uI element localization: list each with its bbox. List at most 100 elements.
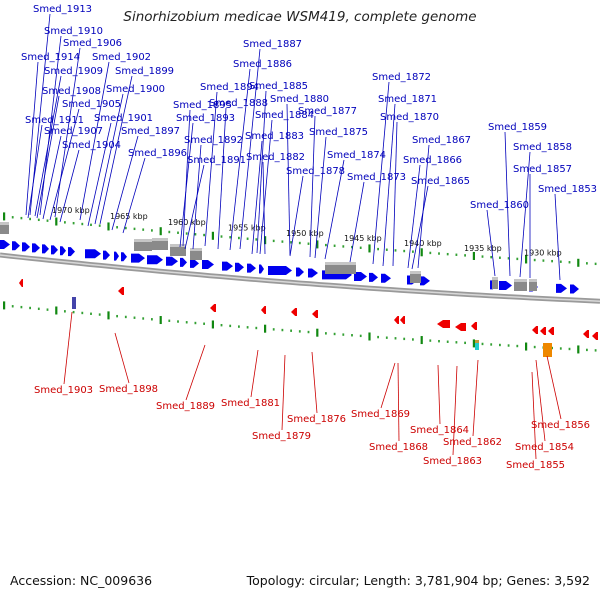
reverse-gene-label: Smed_1854 xyxy=(515,442,574,453)
scale-dot xyxy=(133,316,136,319)
reverse-gene-label: Smed_1855 xyxy=(506,460,565,471)
forward-label-leader xyxy=(372,81,390,265)
scale-major-tick xyxy=(55,217,58,226)
forward-gene-arrow xyxy=(202,260,214,270)
reverse-gene-label: Smed_1889 xyxy=(156,401,215,412)
forward-gene-label: Smed_1880 xyxy=(270,94,329,105)
forward-label-leader xyxy=(204,91,218,247)
gray-feature-highlight xyxy=(325,262,356,265)
scale-dot xyxy=(142,228,145,231)
gray-feature-highlight xyxy=(134,239,152,242)
forward-gene-label: Smed_1858 xyxy=(513,142,572,153)
forward-gene-label: Smed_1901 xyxy=(94,113,153,124)
scale-major-tick xyxy=(420,336,423,345)
scale-dot xyxy=(446,340,449,343)
scale-dot xyxy=(177,320,179,323)
scale-dot xyxy=(290,241,292,244)
rna-feature-mark xyxy=(72,297,76,309)
scale-dot xyxy=(255,238,258,241)
forward-label-leader xyxy=(417,144,430,269)
scale-dot xyxy=(238,325,240,328)
scale-dot xyxy=(81,222,84,226)
forward-gene-label: Smed_1907 xyxy=(44,126,103,137)
forward-gene-arrow xyxy=(147,255,163,265)
scale-dot xyxy=(272,239,275,243)
forward-label-leader xyxy=(39,35,62,216)
scale-dot xyxy=(20,305,23,309)
forward-gene-label: Smed_1874 xyxy=(327,150,386,161)
reverse-gene-arrow xyxy=(540,327,546,335)
outer-scale-ring xyxy=(3,212,597,267)
gray-feature-highlight xyxy=(152,238,168,241)
forward-label-leader xyxy=(309,115,316,258)
scale-dot xyxy=(342,333,345,336)
forward-gene-label: Smed_1877 xyxy=(298,106,357,117)
forward-label-leader xyxy=(504,131,511,277)
reverse-label-leader xyxy=(546,355,562,420)
reverse-gene-label: Smed_1862 xyxy=(443,437,502,448)
scale-dot xyxy=(385,336,388,339)
scale-dot xyxy=(37,307,40,311)
reverse-gene-arrow xyxy=(291,308,297,316)
scale-dot xyxy=(124,226,127,230)
reverse-label-leader xyxy=(472,359,479,437)
forward-label-leader xyxy=(36,95,60,219)
forward-label-leader xyxy=(229,68,251,251)
scale-dot xyxy=(177,231,179,234)
forward-gene-label: Smed_1872 xyxy=(372,72,431,83)
forward-label-leader xyxy=(49,108,80,221)
scale-dot xyxy=(481,255,484,258)
scale-dot xyxy=(533,258,536,262)
reverse-label-leader xyxy=(380,362,396,409)
scale-dot xyxy=(499,343,501,347)
forward-gene-label: Smed_1897 xyxy=(121,126,180,137)
scale-dot xyxy=(142,317,145,320)
scale-dot xyxy=(11,305,14,308)
reverse-gene-label: Smed_1868 xyxy=(369,442,428,453)
genome-backbone xyxy=(0,252,600,304)
scale-dot xyxy=(455,253,458,256)
forward-label-leader xyxy=(519,151,531,278)
scale-dot xyxy=(229,324,232,328)
forward-label-leader xyxy=(27,124,43,219)
inner-scale-ring xyxy=(3,301,597,354)
gray-feature-box xyxy=(529,279,537,291)
scale-dot xyxy=(568,347,571,351)
scale-dot xyxy=(124,315,127,319)
forward-gene-label: Smed_1860 xyxy=(470,200,529,211)
forward-gene-arrow xyxy=(12,241,20,251)
forward-label-leader xyxy=(25,61,39,216)
forward-gene-label: Smed_1885 xyxy=(249,81,308,92)
forward-label-leader xyxy=(554,193,561,281)
forward-label-leader xyxy=(79,61,110,221)
scale-major-tick xyxy=(472,251,475,260)
reverse-gene-arrow xyxy=(455,323,466,331)
scale-dot xyxy=(594,262,597,266)
scale-dot xyxy=(90,312,92,315)
scale-dot xyxy=(64,221,66,224)
scale-major-tick xyxy=(472,339,475,348)
forward-gene-label: Smed_1892 xyxy=(184,135,243,146)
scale-label: 1970 kbp xyxy=(52,206,90,215)
scale-dot xyxy=(490,343,493,346)
scale-dot xyxy=(272,328,275,331)
forward-label-leader xyxy=(54,47,81,218)
scale-dot xyxy=(333,332,336,336)
gray-feature-highlight xyxy=(410,271,421,274)
forward-gene-arrow xyxy=(114,251,119,261)
scale-dot xyxy=(246,326,249,329)
scale-dot xyxy=(351,245,353,249)
scale-major-tick xyxy=(264,236,267,245)
forward-gene-label: Smed_1888 xyxy=(209,98,268,109)
forward-gene-label: Smed_1908 xyxy=(42,86,101,97)
forward-label-leader xyxy=(251,140,263,255)
scale-dot xyxy=(359,334,362,338)
forward-label-leader xyxy=(392,121,398,267)
scale-dot xyxy=(438,252,440,255)
forward-gene-label: Smed_1904 xyxy=(62,140,121,151)
scale-dot xyxy=(220,235,223,238)
genome-summary-text: Topology: circular; Length: 3,781,904 bp… xyxy=(246,573,590,588)
scale-dot xyxy=(333,244,336,247)
forward-gene-label: Smed_1902 xyxy=(92,52,151,63)
scale-dot xyxy=(325,332,327,335)
